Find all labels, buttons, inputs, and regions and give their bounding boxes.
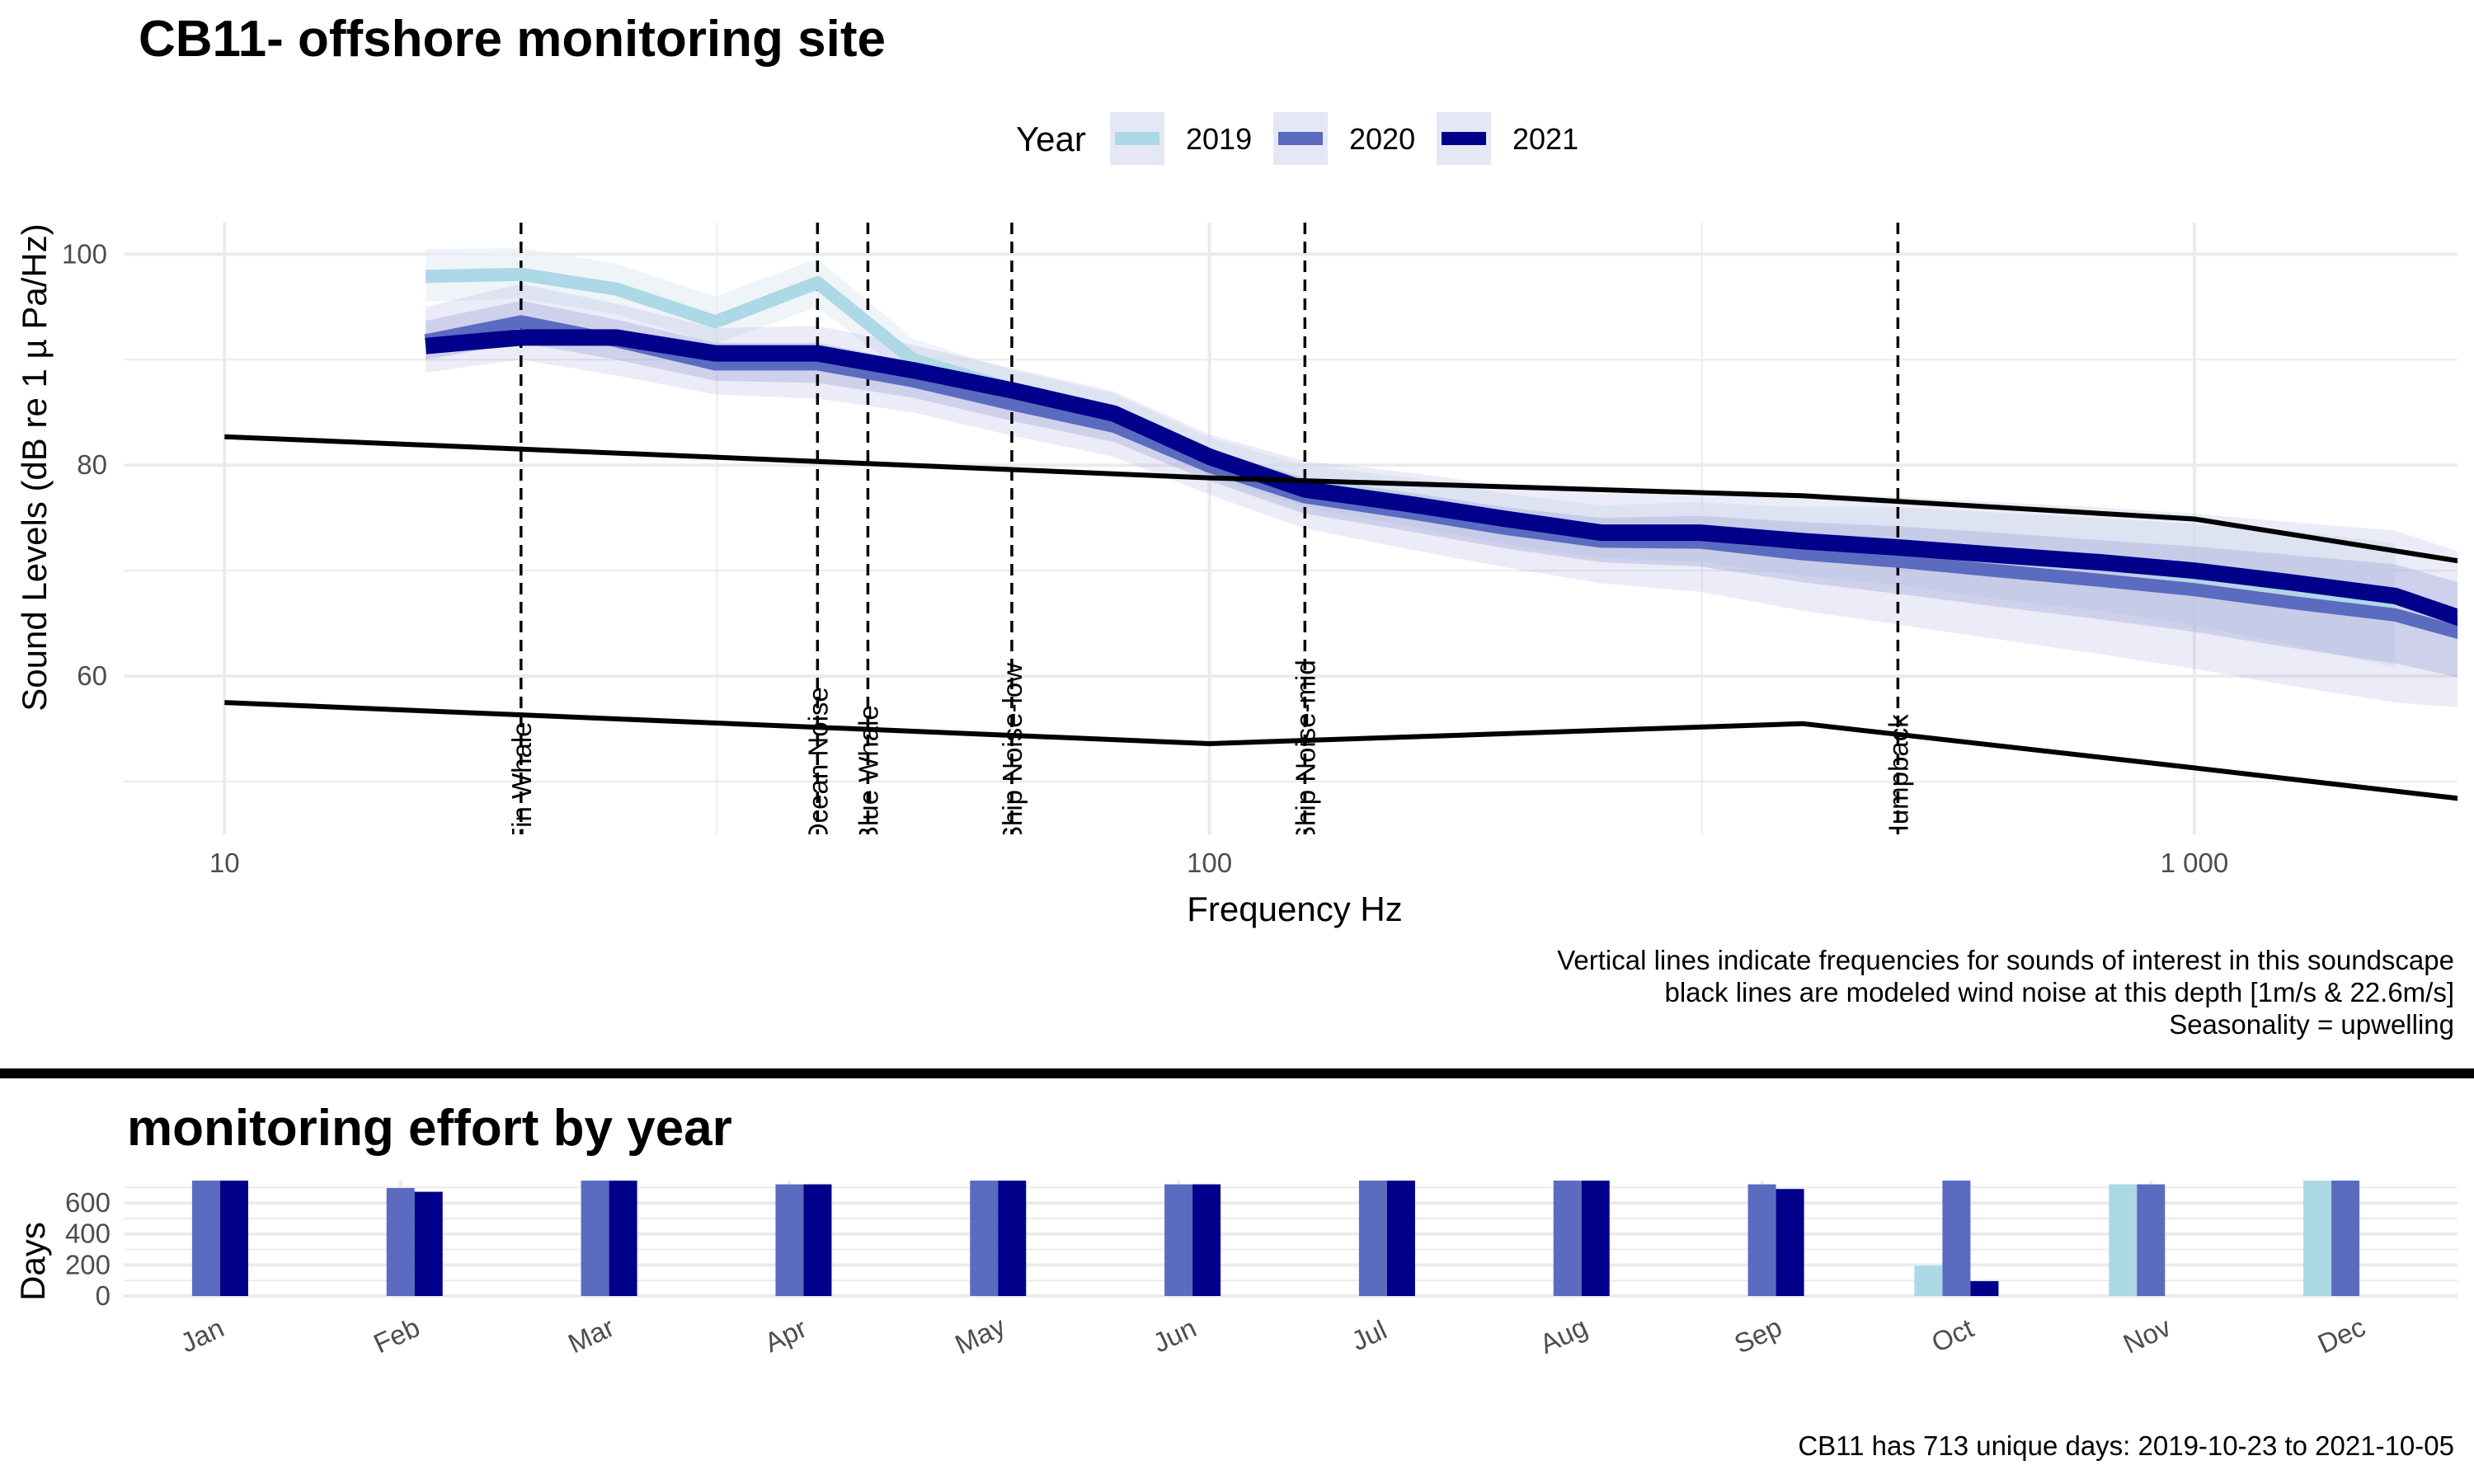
effort-bar-2021-Aug	[1581, 1181, 1610, 1296]
effort-bar-2020-Jun	[1164, 1184, 1193, 1296]
effort-bar-2020-Sep	[1747, 1184, 1776, 1296]
effort-bar-2021-Feb	[414, 1191, 443, 1296]
y-tick-label: 80	[77, 449, 107, 480]
reference-line-label: Blue Whale	[853, 705, 883, 844]
main-chart-title: CB11- offshore monitoring site	[139, 11, 886, 68]
main-x-axis-title: Frequency Hz	[1187, 890, 1402, 928]
effort-bar-2019-Dec	[2303, 1181, 2332, 1296]
effort-y-tick-label: 600	[65, 1187, 111, 1218]
legend-label-2020: 2020	[1349, 122, 1415, 156]
effort-x-tick-label: Dec	[2313, 1311, 2370, 1359]
effort-y-tick-label: 200	[65, 1249, 111, 1280]
y-tick-label: 100	[62, 238, 107, 269]
effort-bar-2021-Jan	[219, 1181, 248, 1296]
effort-bar-2021-Jun	[1192, 1184, 1221, 1296]
main-plot-area: 60 80 100 10 100 1 000 Fin Whale Ocean Noise Blu…	[62, 223, 2458, 878]
reference-line-label: Fin Whale	[506, 721, 537, 844]
effort-bar-2020-Mar	[581, 1181, 609, 1296]
effort-y-tick-label: 400	[65, 1219, 111, 1249]
effort-x-tick-label: Mar	[563, 1312, 618, 1360]
main-legend: Year 2019 2020 2021	[1016, 112, 1578, 165]
effort-bar-2020-Jan	[191, 1181, 220, 1296]
y-tick-label: 60	[77, 660, 107, 691]
effort-bar-2021-Jul	[1386, 1181, 1415, 1296]
effort-bar-2020-Dec	[2331, 1181, 2360, 1296]
wind-noise-line-high	[224, 434, 2458, 564]
reference-line-labels: Fin Whale Ocean Noise Blue Whale Ship Noise…	[506, 660, 1914, 844]
effort-x-tick-label: Jan	[176, 1313, 228, 1359]
effort-y-tick-label: 0	[96, 1280, 111, 1311]
x-tick-label: 1 000	[2161, 848, 2229, 878]
effort-bar-2020-Jul	[1358, 1181, 1387, 1296]
series-line-2021	[425, 329, 2458, 627]
reference-line-label: Ship Noise-mid	[1290, 660, 1320, 844]
x-tick-label: 10	[209, 848, 240, 878]
effort-bar-2019-Oct	[1914, 1266, 1943, 1296]
effort-bar-2020-Apr	[775, 1184, 804, 1296]
effort-bar-2020-Feb	[386, 1188, 415, 1296]
legend-item-2020: 2020	[1273, 112, 1415, 165]
band-2020-inner	[426, 300, 2458, 678]
effort-x-tick-label: Jul	[1347, 1314, 1391, 1356]
effort-caption: CB11 has 713 unique days: 2019-10-23 to …	[1798, 1430, 2454, 1461]
legend-item-2019: 2019	[1110, 112, 1252, 165]
effort-bar-2021-May	[998, 1181, 1027, 1296]
effort-x-tick-label: Sep	[1729, 1311, 1786, 1359]
caption-line-2: black lines are modeled wind noise at th…	[1665, 977, 2455, 1007]
main-caption: Vertical lines indicate frequencies for …	[1557, 945, 2454, 1040]
effort-bar-2021-Apr	[803, 1184, 832, 1296]
effort-chart-title: monitoring effort by year	[127, 1100, 732, 1157]
caption-line-3: Seasonality = upwelling	[2169, 1009, 2454, 1040]
reference-line-label: Humpback	[1883, 714, 1913, 844]
effort-bar-2021-Oct	[1970, 1280, 1999, 1296]
legend-title: Year	[1016, 120, 1086, 158]
legend-item-2021: 2021	[1437, 112, 1578, 165]
effort-bar-2021-Sep	[1776, 1189, 1804, 1296]
reference-line-label: Ocean Noise	[802, 687, 833, 844]
effort-y-axis-title: Days	[13, 1222, 52, 1301]
legend-label-2021: 2021	[1512, 122, 1578, 156]
effort-x-tick-label: Nov	[2119, 1311, 2175, 1360]
main-tick-labels: 60 80 100 10 100 1 000	[62, 238, 2228, 878]
effort-x-tick-label: Apr	[760, 1313, 811, 1358]
effort-bar-2020-Oct	[1942, 1181, 1971, 1296]
wind-noise-line-low	[224, 700, 2458, 801]
effort-bar-2020-Aug	[1553, 1181, 1582, 1296]
main-y-axis-title: Sound Levels (dB re 1 µ Pa/Hz)	[15, 223, 54, 711]
x-tick-label: 100	[1187, 848, 1232, 878]
effort-bar-2021-Mar	[609, 1181, 637, 1296]
panel-divider	[0, 1068, 2474, 1078]
reference-line-label: Ship Noise-low	[997, 663, 1028, 844]
effort-x-tick-label: May	[950, 1310, 1010, 1360]
effort-x-tick-label: Oct	[1926, 1313, 1978, 1358]
effort-bars	[191, 1181, 2360, 1296]
effort-bar-2019-Nov	[2109, 1184, 2138, 1296]
effort-bar-2020-Nov	[2137, 1184, 2166, 1296]
series-line-2020	[424, 315, 2458, 640]
effort-x-tick-label: Jun	[1148, 1313, 1201, 1359]
effort-bar-2020-May	[970, 1181, 999, 1296]
effort-x-tick-label: Aug	[1535, 1311, 1592, 1359]
main-series-layer: Fin Whale Ocean Noise Blue Whale Ship Noise…	[224, 223, 2458, 844]
caption-line-1: Vertical lines indicate frequencies for …	[1557, 945, 2454, 975]
effort-x-tick-label: Feb	[369, 1312, 424, 1360]
effort-gridlines	[124, 1181, 2458, 1298]
legend-label-2019: 2019	[1186, 122, 1252, 156]
